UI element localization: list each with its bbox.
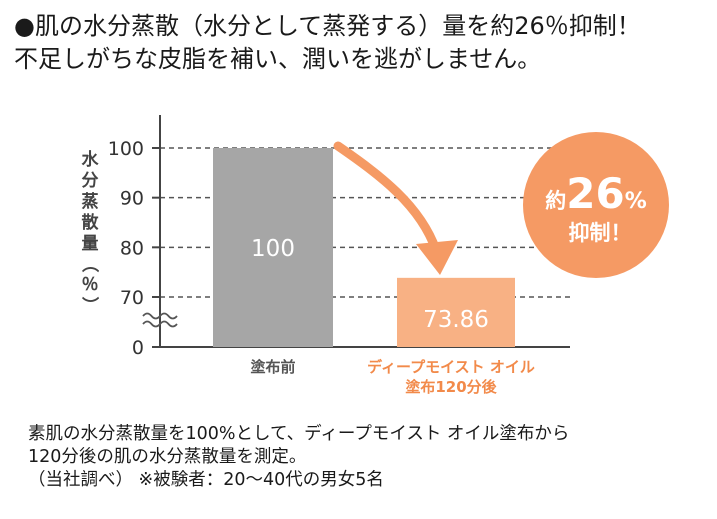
y-tick-label: 70 bbox=[120, 287, 144, 309]
x-category-label: 塗布120分後 bbox=[405, 378, 497, 396]
y-axis-label-char: （ bbox=[79, 256, 100, 273]
reduction-badge bbox=[523, 132, 669, 278]
axis-break-mark bbox=[142, 320, 178, 328]
y-tick-label: 100 bbox=[108, 138, 144, 160]
bar bbox=[213, 148, 333, 347]
y-axis-label-char: 水 bbox=[82, 149, 100, 170]
badge-line-1: 約26% bbox=[545, 169, 647, 218]
arrow-head bbox=[416, 240, 458, 275]
y-tick-label: 0 bbox=[132, 337, 144, 359]
y-tick-label: 80 bbox=[120, 237, 144, 259]
headline-line-2: 不足しがちな皮脂を補い、潤いを逃がしません。 bbox=[14, 45, 542, 73]
y-axis-label-char: ） bbox=[79, 297, 100, 314]
arrow-shaft bbox=[333, 141, 441, 255]
y-axis-label-char: 分 bbox=[82, 171, 99, 191]
evaporation-chart: 0 70 80 90 100 水分蒸散量 （ ％ ） 100 塗布前 73.86 ディープモイスト オイ… bbox=[79, 115, 669, 396]
headline: ●肌の水分蒸散（水分として蒸発する）量を約26％抑制！ 不足しがちな皮脂を補い、… bbox=[14, 10, 714, 76]
y-axis-label-char: 量 bbox=[82, 233, 99, 254]
footnote: 素肌の水分蒸散量を100%として、ディープモイスト オイル塗布から 120分後の… bbox=[28, 423, 569, 492]
headline-line-1: ●肌の水分蒸散（水分として蒸発する）量を約26％抑制！ bbox=[14, 12, 641, 40]
bar bbox=[397, 277, 515, 347]
y-tick-label: 90 bbox=[120, 188, 144, 210]
x-category-label: 塗布前 bbox=[250, 358, 295, 376]
x-category-label: ディープモイスト オイル bbox=[367, 358, 535, 376]
footnote-line-1: 素肌の水分蒸散量を100%として、ディープモイスト オイル塗布から bbox=[28, 424, 570, 444]
y-axis-label-char: 蒸 bbox=[82, 192, 99, 212]
y-axis-label-char: 散 bbox=[82, 212, 100, 233]
bar-value-label: 100 bbox=[251, 236, 295, 262]
bar-value-label: 73.86 bbox=[423, 307, 489, 333]
footnote-line-3: （当社調べ） ※被験者：20〜40代の男女5名 bbox=[28, 470, 384, 490]
footnote-line-2: 120分後の肌の水分蒸散量を測定。 bbox=[28, 447, 307, 467]
axis-break-mark bbox=[142, 312, 178, 320]
badge-line-2: 抑制！ bbox=[569, 221, 632, 245]
y-axis-label-char: ％ bbox=[82, 275, 99, 295]
